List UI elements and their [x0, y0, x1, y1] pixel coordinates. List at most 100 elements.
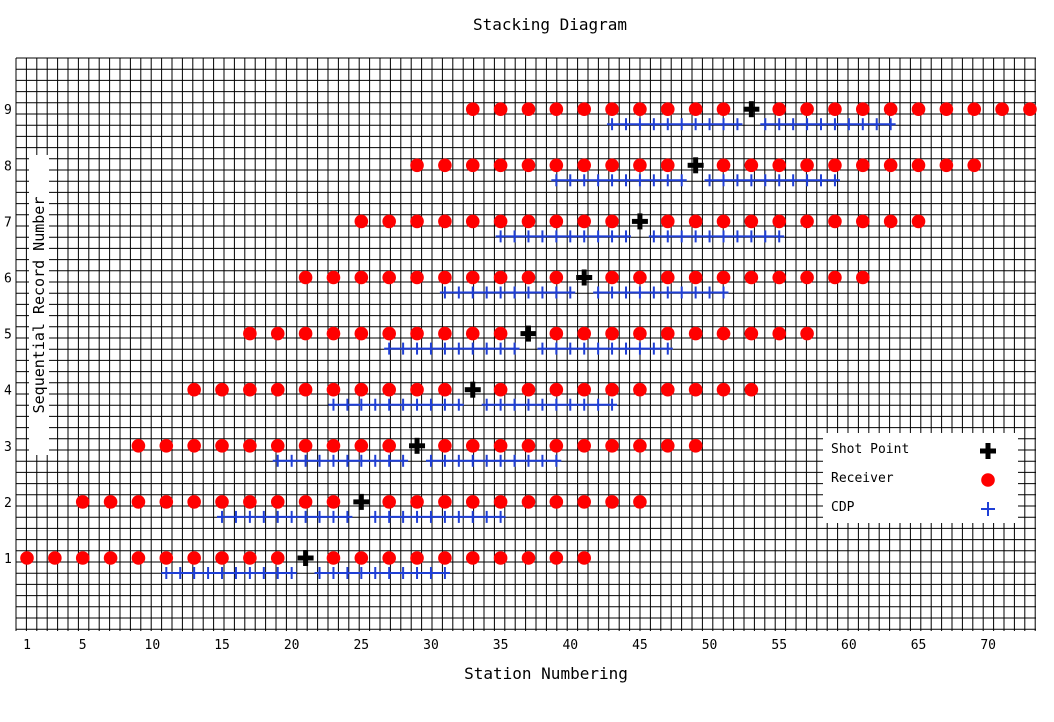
receiver-point — [493, 382, 508, 397]
receiver-point — [605, 439, 619, 453]
receiver-point — [828, 214, 842, 229]
receiver-point — [605, 214, 619, 229]
receiver-point — [493, 158, 508, 173]
receiver-point — [828, 102, 842, 116]
shot-point — [743, 101, 760, 118]
shot-point — [353, 493, 370, 510]
receiver-point — [716, 214, 731, 229]
shot-point — [409, 437, 426, 454]
y-axis-ticks: 1 2 3 4 5 6 7 8 9 — [4, 103, 12, 567]
shot-point — [631, 213, 648, 230]
receiver-point — [800, 326, 814, 341]
receiver-point — [660, 270, 675, 285]
receiver-point — [382, 382, 396, 397]
y-tick-label: 1 — [4, 552, 12, 567]
receiver-point — [744, 158, 759, 173]
receiver-point — [549, 158, 564, 173]
receiver-point — [772, 158, 787, 173]
receiver-point — [688, 214, 703, 229]
receiver-point — [354, 270, 369, 285]
receiver-point — [716, 102, 731, 116]
x-axis-label: Station Numbering — [464, 664, 628, 683]
receiver-point — [159, 551, 174, 565]
receiver-point — [856, 102, 870, 116]
receiver-point — [410, 270, 424, 285]
receiver-point — [493, 439, 508, 453]
receiver-series — [20, 102, 1037, 565]
receiver-point — [410, 158, 424, 173]
x-tick-label: 40 — [562, 638, 578, 653]
receiver-point — [159, 439, 174, 453]
x-axis-ticks: 1 5 10 15 20 25 30 35 40 45 50 55 60 65 70 — [23, 638, 996, 653]
receiver-point — [438, 382, 452, 397]
receiver-point — [187, 551, 201, 565]
receiver-point — [521, 270, 536, 285]
receiver-point — [410, 495, 424, 509]
receiver-point — [521, 158, 536, 173]
x-tick-label: 25 — [353, 638, 369, 653]
receiver-point — [243, 495, 257, 509]
shot-point — [297, 550, 314, 566]
receiver-point — [772, 270, 787, 285]
legend-label-shot: Shot Point — [831, 442, 909, 457]
x-tick-label: 10 — [145, 638, 161, 653]
receiver-point — [521, 214, 536, 229]
y-tick-label: 4 — [4, 384, 12, 399]
receiver-point — [633, 326, 647, 341]
receiver-point — [577, 495, 591, 509]
receiver-point — [465, 102, 480, 116]
x-tick-label: 15 — [214, 638, 230, 653]
y-tick-label: 8 — [4, 159, 12, 174]
receiver-point — [549, 382, 564, 397]
receiver-point — [605, 326, 619, 341]
receiver-point — [549, 439, 564, 453]
y-tick-label: 5 — [4, 328, 12, 343]
receiver-point — [438, 270, 452, 285]
receiver-point — [549, 214, 564, 229]
receiver-point — [633, 158, 647, 173]
shot-point-series — [297, 101, 760, 566]
shot-point — [464, 381, 481, 398]
receiver-point — [688, 270, 703, 285]
receiver-point — [465, 551, 480, 565]
y-tick-label: 9 — [4, 103, 12, 118]
receiver-point — [215, 439, 229, 453]
receiver-point — [577, 551, 591, 565]
receiver-point — [828, 158, 842, 173]
receiver-point — [493, 102, 508, 116]
receiver-point — [633, 439, 647, 453]
receiver-point — [270, 439, 285, 453]
receiver-point — [856, 158, 870, 173]
receiver-point — [438, 439, 452, 453]
receiver-point — [521, 495, 536, 509]
receiver-point — [828, 270, 842, 285]
receiver-point — [800, 214, 814, 229]
receiver-point — [270, 326, 285, 341]
receiver-point — [716, 270, 731, 285]
receiver-point — [577, 214, 591, 229]
receiver-point — [605, 495, 619, 509]
receiver-point — [716, 326, 731, 341]
receiver-point — [215, 495, 229, 509]
receiver-point — [243, 439, 257, 453]
x-tick-label: 50 — [702, 638, 718, 653]
receiver-point — [410, 326, 424, 341]
receiver-point — [382, 551, 396, 565]
receiver-point — [465, 158, 480, 173]
legend-marker-cdp — [981, 502, 995, 516]
receiver-point — [716, 158, 731, 173]
receiver-point — [159, 495, 174, 509]
receiver-point — [326, 326, 341, 341]
receiver-point — [187, 495, 201, 509]
legend: Shot Point Receiver CDP — [823, 433, 1018, 523]
x-tick-label: 35 — [493, 638, 509, 653]
receiver-point — [410, 382, 424, 397]
receiver-point — [744, 270, 759, 285]
receiver-point — [270, 382, 285, 397]
x-tick-label: 30 — [423, 638, 439, 653]
receiver-point — [243, 326, 257, 341]
receiver-point — [772, 102, 787, 116]
x-tick-label: 60 — [841, 638, 857, 653]
receiver-point — [465, 326, 480, 341]
